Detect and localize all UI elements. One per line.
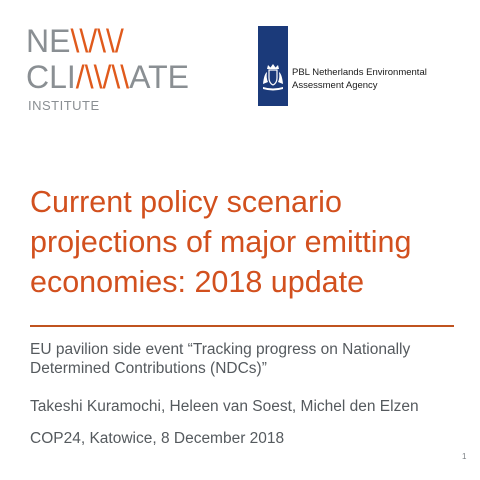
pbl-logo-text: PBL Netherlands Environmental Assessment… <box>292 66 427 92</box>
slide-title-line3: economies: 2018 update <box>30 265 365 299</box>
newclimate-logo-institute: INSTITUTE <box>28 98 100 113</box>
newclimate-logo-line1: NE\\/\\/ <box>26 25 124 57</box>
page-number: 1 <box>462 452 467 461</box>
slide-title: Current policy scenario projections of m… <box>30 182 470 302</box>
newclimate-logo-cli: CLI <box>26 59 76 95</box>
authors: Takeshi Kuramochi, Heleen van Soest, Mic… <box>30 398 419 415</box>
slide-subtitle-line2: Determined Contributions (NDCs)” <box>30 360 267 377</box>
newclimate-logo-w-mark: \\/\\/ <box>70 23 124 59</box>
pbl-logo-line1: PBL Netherlands Environmental <box>292 67 427 78</box>
pbl-logo-line2: Assessment Agency <box>292 80 378 91</box>
newclimate-logo-m-mark: /\\/\\ <box>75 59 130 95</box>
slide-subtitle: EU pavilion side event “Tracking progres… <box>30 340 460 378</box>
newclimate-institute-logo: NE\\/\\/ CLI/\\/\\ATE INSTITUTE <box>26 25 189 115</box>
newclimate-logo-ne: NE <box>26 23 71 59</box>
slide-title-line1: Current policy scenario <box>30 185 342 219</box>
pbl-logo: PBL Netherlands Environmental Assessment… <box>258 26 468 106</box>
title-divider <box>30 325 454 327</box>
event-info: COP24, Katowice, 8 December 2018 <box>30 430 285 447</box>
slide-title-line2: projections of major emitting <box>30 225 412 259</box>
newclimate-logo-line2: CLI/\\/\\ATE <box>26 61 189 93</box>
coat-of-arms-icon <box>258 26 288 106</box>
newclimate-logo-ate: ATE <box>129 59 189 95</box>
slide-subtitle-line1: EU pavilion side event “Tracking progres… <box>30 341 411 358</box>
